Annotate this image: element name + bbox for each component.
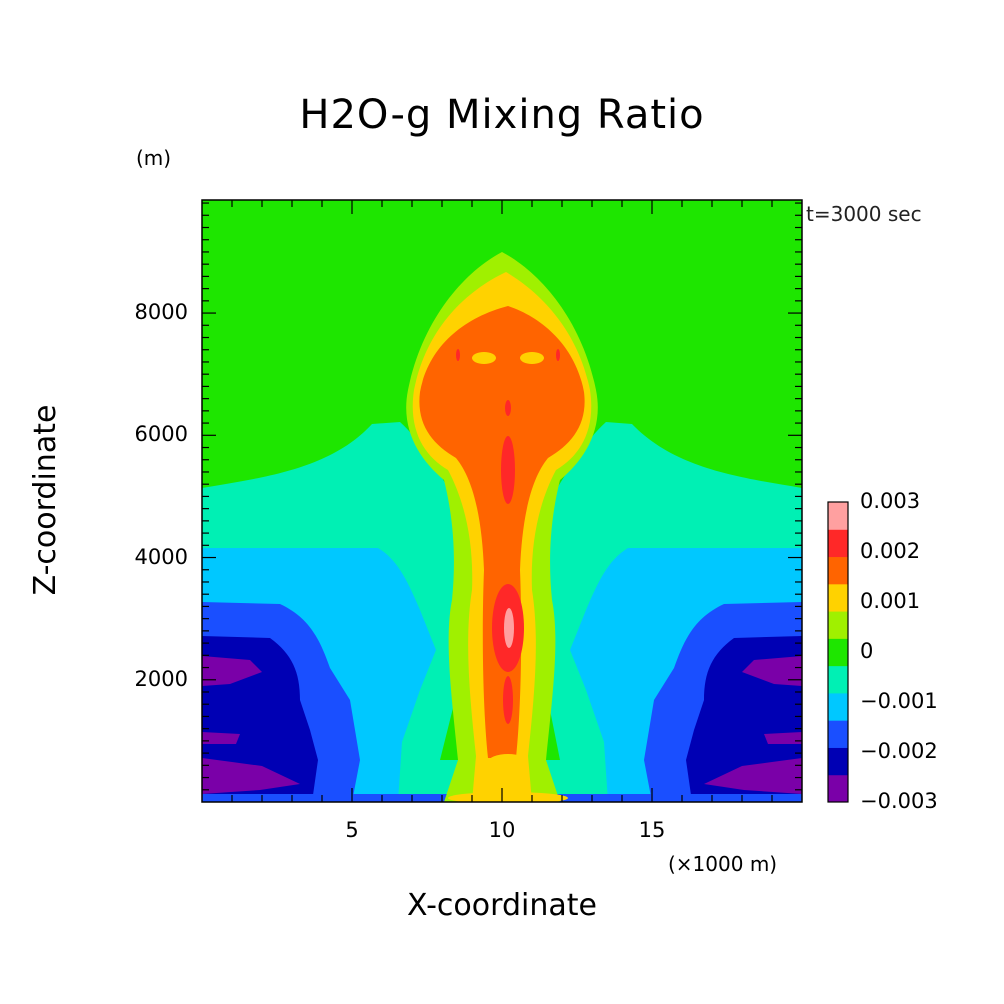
colorbar-label: −0.003: [860, 789, 938, 813]
band-neg-0015: [202, 602, 802, 802]
x-unit-label: (×1000 m): [668, 852, 778, 876]
colorbar-band: [828, 747, 848, 776]
colorbar-band: [828, 611, 848, 639]
x-tick-label: 5: [345, 818, 359, 842]
band-pos-002-core-mid: [501, 436, 515, 504]
y-tick-label: 4000: [134, 544, 188, 569]
colorbar-band: [828, 720, 848, 748]
band-bottom-yellow-2: [448, 792, 568, 802]
colorbar-band: [828, 556, 848, 585]
time-annotation: t=3000 sec: [806, 202, 922, 226]
colorbar-band: [828, 638, 848, 667]
x-tick-label: 15: [638, 818, 666, 842]
band-pos-002-core-bottom: [503, 676, 513, 724]
colorbar-band: [828, 692, 848, 721]
colorbar-band: [828, 583, 848, 612]
colorbar-band: [828, 774, 848, 803]
colorbar-label: 0.002: [860, 539, 921, 563]
colorbar-band: [828, 529, 848, 558]
x-axis-label-text: X-coordinate: [407, 888, 597, 923]
colorbar: [827, 501, 849, 803]
chart-title: H2O-g Mixing Ratio: [299, 92, 705, 138]
x-axis-label: X-coordinate: [0, 888, 1004, 923]
band-pos-0015: [419, 306, 585, 758]
band-yellow-eye-r: [520, 352, 544, 364]
colorbar-label: −0.001: [860, 689, 938, 713]
y-unit-label: (m): [136, 146, 172, 170]
y-tick-label: 6000: [134, 422, 188, 447]
y-tick-label: 2000: [134, 666, 188, 691]
band-yellow-eye-l: [472, 352, 496, 364]
y-tick-label: 8000: [134, 300, 188, 325]
band-pos-002-side-l: [456, 349, 460, 361]
axis-ticks: [202, 200, 802, 802]
band-pos-002-core-upper: [505, 400, 511, 416]
colorbar-band: [828, 665, 848, 694]
band-pos-0025-peak: [504, 608, 514, 648]
colorbar-label: 0: [860, 639, 874, 663]
band-bottom-yellow: [488, 754, 528, 770]
x-tick-label: 10: [488, 818, 516, 842]
colorbar-label: 0.003: [860, 489, 921, 513]
colorbar-frame: [827, 501, 849, 803]
colorbar-label: −0.002: [860, 739, 938, 763]
band-pos-002-side-r: [556, 349, 560, 361]
colorbar-label: 0.001: [860, 589, 921, 613]
contour-field: [202, 200, 802, 802]
colorbar-band: [828, 502, 848, 530]
